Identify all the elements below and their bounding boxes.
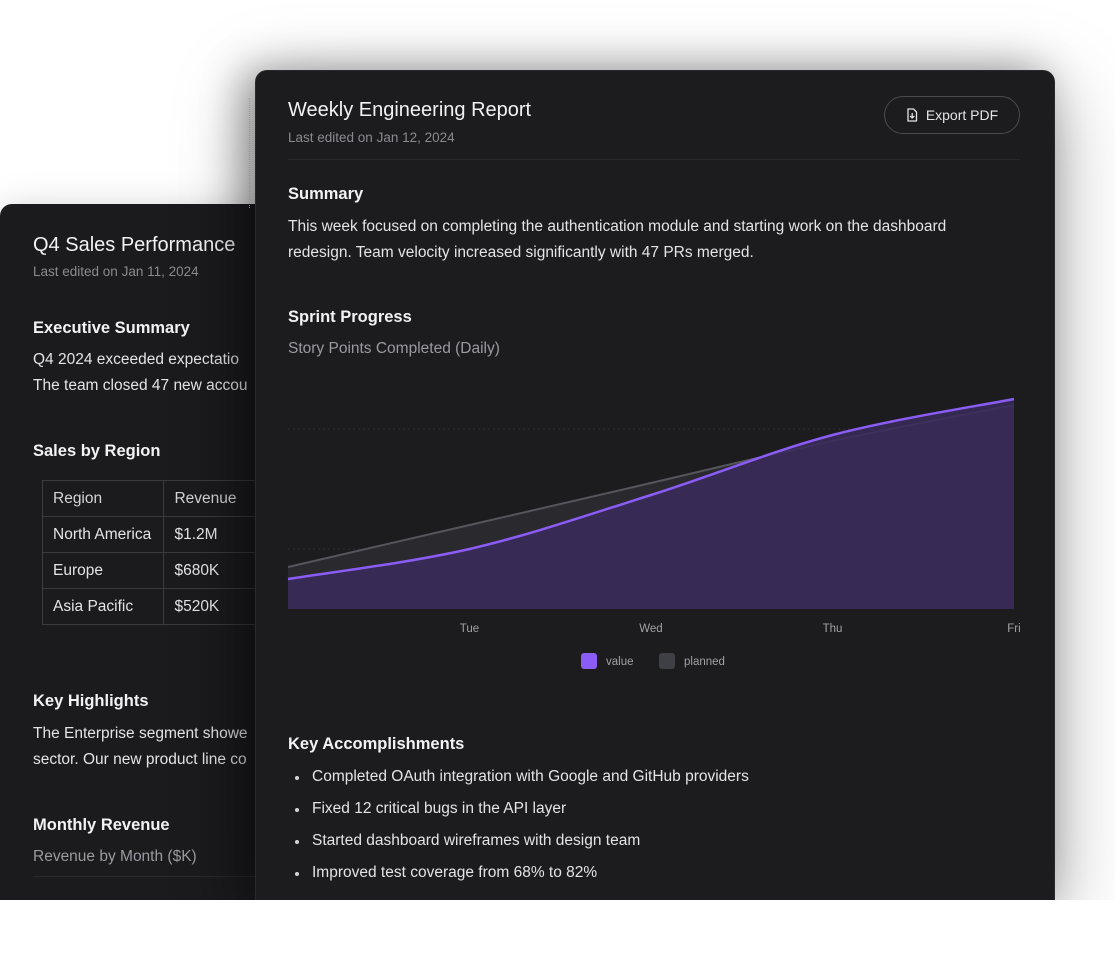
list-item: Started dashboard wireframes with design… (288, 829, 749, 861)
key-highlights-heading: Key Highlights (33, 692, 149, 710)
sprint-chart-title: Story Points Completed (Daily) (288, 340, 500, 357)
monthly-revenue-chart-title: Revenue by Month ($K) (33, 848, 197, 865)
list-item: Improved test coverage from 68% to 82% (288, 861, 749, 893)
page-bottom (0, 900, 1115, 970)
table-cell: North America (41, 516, 165, 553)
accomplishments-list: Completed OAuth integration with Google … (288, 765, 749, 893)
legend-swatch-planned (659, 653, 675, 669)
bullet-icon (295, 808, 299, 812)
sprint-progress-chart: Tue Wed Thu Fri value planned (287, 397, 1021, 669)
sales-by-region-heading: Sales by Region (33, 442, 161, 460)
table-header-cell: Region (41, 480, 165, 517)
sprint-progress-heading: Sprint Progress (288, 308, 412, 326)
list-item-text: Fixed 12 critical bugs in the API layer (312, 800, 567, 817)
legend-label-value: value (606, 656, 634, 668)
bullet-icon (295, 840, 299, 844)
legend-swatch-value (581, 653, 597, 669)
monthly-revenue-heading: Monthly Revenue (33, 816, 170, 834)
list-item-text: Completed OAuth integration with Google … (312, 768, 749, 785)
sales-report-subtitle: Last edited on Jan 11, 2024 (33, 264, 199, 279)
list-item-text: Started dashboard wireframes with design… (312, 832, 641, 849)
sales-report-title: Q4 Sales Performance (33, 234, 236, 256)
bullet-icon (295, 776, 299, 780)
x-tick-label: Thu (823, 623, 843, 635)
export-pdf-label: Export PDF (925, 107, 999, 123)
summary-heading: Summary (288, 185, 364, 203)
export-pdf-button[interactable]: Export PDF (884, 96, 1020, 134)
series-line-value (287, 397, 1015, 581)
key-highlights-line-1: The Enterprise segment showe (33, 725, 248, 742)
legend-label-planned: planned (684, 656, 725, 668)
summary-line-1: This week focused on completing the auth… (288, 218, 947, 235)
engineering-report-title: Weekly Engineering Report (288, 99, 532, 121)
x-tick-label: Fri (1007, 623, 1020, 635)
key-accomplishments-heading: Key Accomplishments (288, 735, 465, 753)
list-item-text: Improved test coverage from 68% to 82% (312, 864, 598, 881)
summary-line-2: redesign. Team velocity increased signif… (288, 244, 754, 261)
table-cell: Europe (41, 552, 165, 589)
table-cell: Asia Pacific (41, 588, 165, 625)
executive-summary-heading: Executive Summary (33, 319, 190, 337)
series-area-value (288, 399, 1014, 609)
key-highlights-line-2: sector. Our new product line co (33, 751, 247, 768)
divider (33, 876, 273, 877)
engineering-report-subtitle: Last edited on Jan 12, 2024 (288, 130, 455, 145)
executive-summary-line-1: Q4 2024 exceeded expectatio (33, 351, 239, 368)
x-tick-label: Tue (460, 623, 479, 635)
list-item: Fixed 12 critical bugs in the API layer (288, 797, 749, 829)
executive-summary-line-2: The team closed 47 new accou (33, 377, 248, 394)
engineering-report-card: Weekly Engineering Report Last edited on… (255, 70, 1055, 900)
file-download-icon (906, 108, 918, 122)
list-item: Completed OAuth integration with Google … (288, 765, 749, 797)
x-tick-label: Wed (639, 623, 662, 635)
bullet-icon (295, 872, 299, 876)
header-divider (288, 159, 1020, 160)
card-stack-edge (249, 98, 250, 208)
